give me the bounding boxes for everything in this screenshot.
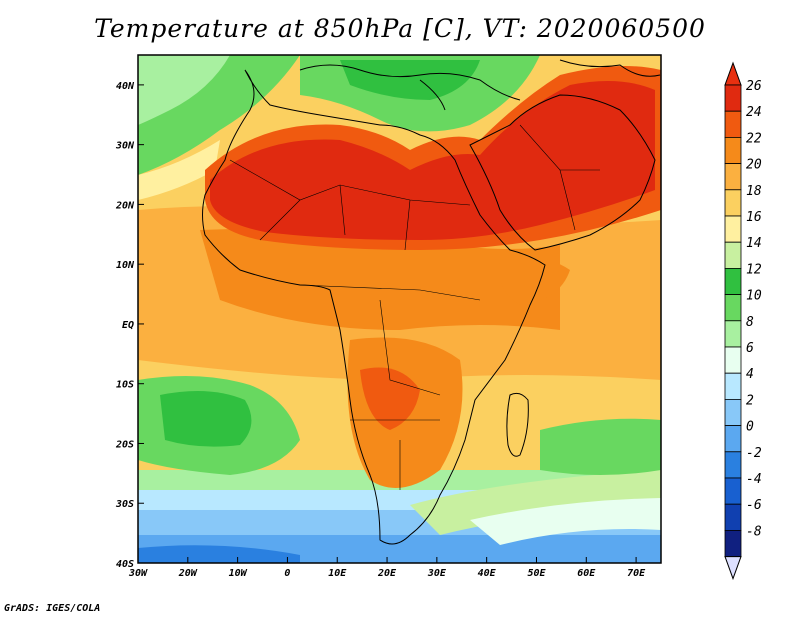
colorbar-label: 2 — [746, 393, 754, 408]
colorbar-bin — [724, 163, 742, 191]
colorbar-bin — [724, 477, 742, 505]
x-tick-label: 20E — [377, 568, 397, 579]
colorbar-bin — [724, 267, 742, 295]
colorbar-bin — [724, 398, 742, 426]
colorbar-label: 24 — [746, 105, 762, 120]
colorbar-label: 22 — [746, 131, 762, 146]
colorbar-bin — [724, 346, 742, 374]
y-tick-label: 40S — [116, 559, 134, 570]
x-tick-label: 70E — [627, 568, 646, 579]
colorbar-bin — [724, 451, 742, 479]
longitude-axis: 30W 20W 10W 0 10E 20E 30E 40E 50E 60E 70E — [128, 557, 646, 579]
x-tick-label: 20W — [178, 568, 198, 579]
colorbar-bin — [724, 110, 742, 138]
colorbar-bin — [724, 189, 742, 217]
colorbar-label: -6 — [746, 498, 762, 513]
colorbar-label: 12 — [746, 262, 762, 277]
colorbar-bin — [724, 84, 742, 112]
colorbar-label: 18 — [746, 184, 762, 199]
temperature-field — [138, 55, 661, 563]
colorbar-bin — [724, 136, 742, 164]
colorbar-label: 16 — [746, 210, 762, 225]
colorbar-bin — [724, 294, 742, 322]
y-tick-label: 20S — [115, 439, 134, 450]
y-tick-label: 20N — [115, 200, 135, 211]
colorbar-label: 0 — [746, 420, 754, 435]
latitude-axis: 40N 30N 20N 10N EQ 10S 20S 30S 40S — [115, 81, 144, 570]
colorbar-bin — [724, 503, 742, 531]
colorbar-bin — [724, 320, 742, 348]
map-title: Temperature at 850hPa [C], VT: 202006050… — [94, 14, 706, 43]
y-tick-label: 10S — [116, 380, 134, 391]
credit-label: GrADS: IGES/COLA — [4, 603, 101, 614]
colorbar-bin — [724, 215, 742, 243]
y-tick-label: 30S — [115, 499, 134, 510]
colorbar-label: -4 — [746, 472, 762, 487]
y-tick-label: EQ — [122, 320, 134, 331]
colorbar-label: -8 — [746, 524, 762, 539]
colorbar-bin — [724, 372, 742, 400]
colorbar-label: 8 — [746, 315, 754, 330]
x-tick-label: 40E — [478, 568, 497, 579]
colorbar-bottom-arrow — [724, 556, 742, 581]
colorbar-bin — [724, 241, 742, 269]
colorbar-label: 10 — [746, 289, 762, 304]
colorbar-label: 4 — [746, 367, 754, 382]
x-tick-label: 50E — [527, 568, 546, 579]
x-tick-label: 10E — [328, 568, 347, 579]
y-tick-label: 40N — [116, 81, 135, 92]
x-tick-label: 30W — [128, 568, 148, 579]
country-borders — [229, 124, 600, 490]
coastlines — [202, 59, 661, 545]
colorbar-label: 26 — [746, 79, 762, 94]
y-tick-label: 30N — [115, 141, 135, 152]
colorbar-label: 20 — [746, 158, 762, 173]
x-tick-label: 0 — [284, 568, 290, 579]
colorbar-label: -2 — [746, 446, 762, 461]
x-tick-label: 60E — [577, 568, 596, 579]
colorbar-top-arrow — [724, 61, 742, 86]
colorbar-bin — [724, 530, 742, 558]
y-tick-label: 10N — [116, 260, 135, 271]
plot-frame — [137, 54, 662, 564]
colorbar-label: 6 — [746, 341, 754, 356]
colorbar-label: 14 — [746, 236, 762, 251]
x-tick-label: 10W — [229, 568, 248, 579]
colorbar-bin — [724, 425, 742, 453]
x-tick-label: 30E — [427, 568, 447, 579]
